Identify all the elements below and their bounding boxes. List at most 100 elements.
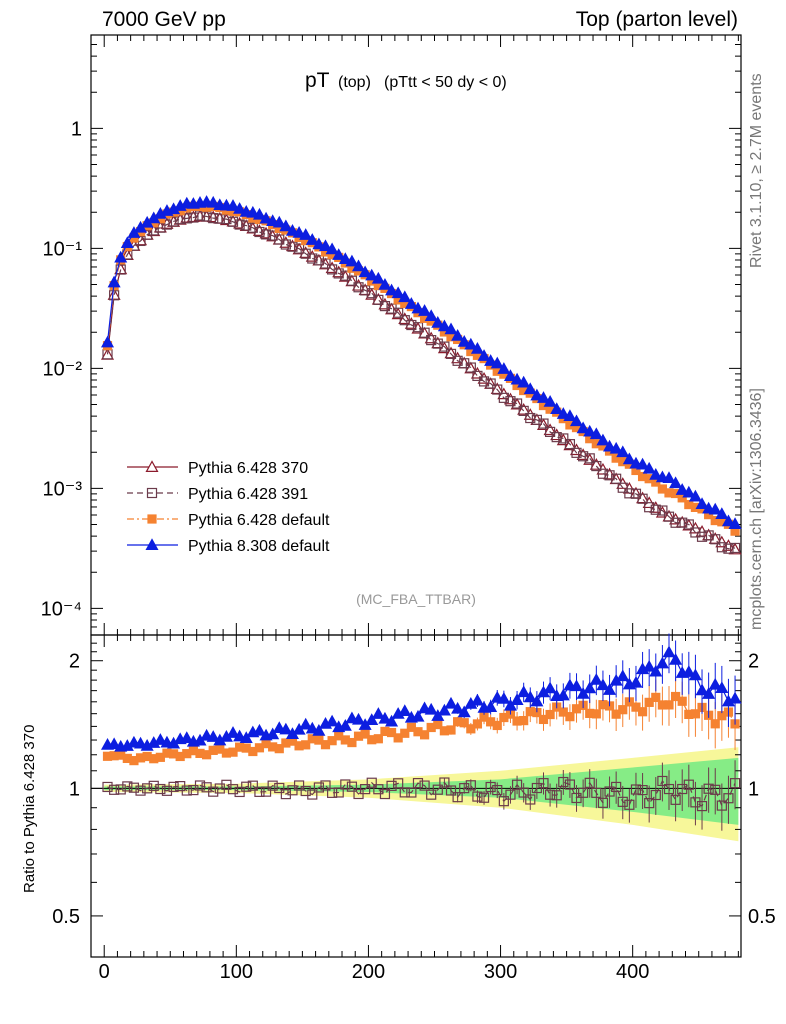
ratio-point-p8def [688,668,702,681]
data-point-p391 [227,216,239,227]
ratio-point-p8def [411,709,425,722]
ratio-y-tick-label: 1 [69,778,80,800]
ratio-point-p8def [715,681,729,694]
data-point-p391 [551,432,562,443]
ratio-point-p391 [208,786,219,797]
x-tick-label: 100 [220,961,253,983]
ratio-point-p391 [128,782,140,793]
ratio-point-p8def [603,683,617,695]
ratio-point-p391 [432,784,443,795]
ratio-point-p391 [558,776,569,788]
ratio-point-p391 [564,779,576,790]
ratio-point-p391 [115,784,126,795]
ratio-point-p6def [664,700,674,710]
ratio-point-p8def [206,730,220,742]
ratio-point-p6def [690,709,701,719]
ratio-point-p6def [545,709,555,720]
ratio-line-p391 [107,779,736,807]
data-point-p391 [452,355,463,366]
ratio-point-p8def [451,701,465,714]
data-point-p8def [728,517,742,529]
data-point-p8def [312,237,326,250]
legend-marker [145,460,159,472]
data-point-p391 [716,542,727,553]
data-point-p8def [563,409,577,422]
ratio-point-p8def [662,645,676,658]
data-point-p8def [305,233,319,245]
legend-marker [145,538,159,551]
data-point-p391 [518,405,529,417]
data-point-p391 [432,338,443,349]
legend-marker [146,487,158,499]
ratio-point-p391 [505,789,516,800]
data-point-p8def [424,309,438,322]
ratio-point-p391 [406,787,417,798]
data-point-p370 [299,246,313,258]
legend-label: Pythia 8.308 default [188,538,330,555]
data-point-p8def [556,407,570,419]
ratio-point-p8def [583,681,597,694]
ratio-point-p391 [624,799,635,810]
data-point-p391 [260,229,272,240]
ratio-series-p8def [100,633,742,752]
ratio-point-p8def [239,731,253,744]
data-point-p8def [675,483,689,495]
data-point-p370 [728,542,742,555]
data-point-p391 [412,322,424,333]
ratio-point-p391 [584,777,595,788]
ratio-y-tick-label: 2 [69,651,80,673]
data-point-p391 [696,531,708,542]
ratio-point-p8def [589,673,603,685]
data-point-p391 [710,534,721,545]
ratio-point-p391 [578,787,589,798]
data-point-p391 [511,398,523,409]
ratio-point-p6def [671,691,681,702]
ratio-point-p8def [279,722,293,735]
ratio-point-p391 [498,796,509,807]
data-point-p391 [531,414,542,425]
ratio-point-p391 [142,783,153,794]
ratio-point-p391 [214,783,225,794]
ratio-point-p391 [260,786,272,797]
ratio-point-p8def [365,713,379,725]
data-point-p8def [457,335,471,347]
ratio-point-p8def [503,698,517,711]
data-point-p8def [233,202,247,214]
ratio-point-p391 [109,784,120,795]
ratio-point-p8def [616,669,630,682]
ratio-point-p391 [254,786,265,797]
data-point-p8def [688,489,702,502]
ratio-point-p391 [465,780,476,791]
legend-item-p8def: Pythia 8.308 default [127,538,330,555]
ratio-point-p6def [393,733,403,743]
data-point-p8def [550,402,564,415]
ratio-point-p8def [510,693,524,705]
ratio-point-p8def [107,737,121,750]
data-point-p8def [246,205,260,218]
ratio-point-p6def [637,707,648,717]
ratio-point-p391 [663,783,675,795]
data-point-p8def [543,395,557,407]
data-point-p370 [517,402,531,415]
data-point-p8def [589,427,603,440]
ratio-point-p6def [472,719,483,729]
data-point-p391 [406,319,417,331]
data-point-p391 [571,447,582,458]
x-tick-label: 0 [99,961,110,983]
ratio-point-p8def [153,733,167,745]
ratio-point-p391 [439,777,450,788]
data-point-p8def [662,471,676,483]
ratio-point-p391 [617,796,628,807]
y-tick-label: 10⁻¹ [43,238,83,260]
ratio-point-p391 [696,800,708,812]
data-point-p8def [292,226,306,238]
data-point-p8def [391,286,405,299]
data-point-p391 [208,213,219,224]
ratio-point-p6def [386,727,397,738]
data-point-p391 [604,470,615,481]
data-point-p8def [332,248,346,260]
data-point-p8def [636,457,650,470]
data-point-p391 [670,517,681,528]
data-point-p8def [576,421,590,434]
legend-marker [147,514,157,524]
